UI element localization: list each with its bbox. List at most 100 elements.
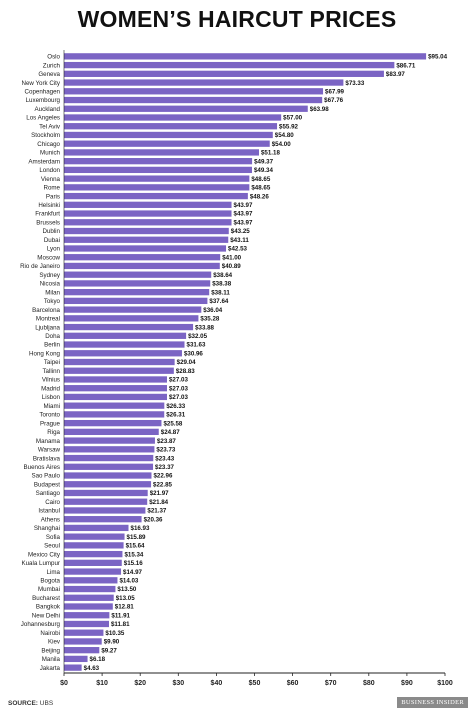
data-label: $13.50 bbox=[117, 586, 136, 593]
bar bbox=[64, 350, 182, 357]
source-label: SOURCE: bbox=[8, 700, 38, 707]
bar bbox=[64, 210, 232, 217]
bar bbox=[64, 481, 152, 488]
bar bbox=[64, 158, 253, 165]
data-label: $14.03 bbox=[119, 578, 138, 585]
data-label: $54.80 bbox=[275, 132, 294, 139]
bar bbox=[64, 446, 155, 453]
category-label: Miami bbox=[44, 403, 61, 410]
data-label: $83.97 bbox=[386, 71, 405, 78]
bar bbox=[64, 236, 229, 243]
category-label: Hong Kong bbox=[29, 350, 61, 357]
bar bbox=[64, 620, 109, 628]
category-label: Johannesburg bbox=[21, 621, 61, 628]
category-label: Tallinn bbox=[42, 368, 60, 375]
bar bbox=[64, 603, 113, 610]
bar bbox=[64, 114, 282, 121]
category-label: Barcelona bbox=[32, 307, 60, 314]
data-label: $36.04 bbox=[203, 307, 222, 314]
bar bbox=[64, 315, 199, 322]
data-label: $43.97 bbox=[234, 219, 253, 226]
bar bbox=[64, 123, 278, 130]
bar bbox=[64, 542, 124, 549]
bar bbox=[64, 498, 148, 505]
category-label: Sao Paulo bbox=[31, 473, 60, 480]
bar bbox=[64, 88, 324, 95]
data-label: $27.03 bbox=[169, 394, 188, 401]
category-label: Tokyo bbox=[44, 298, 61, 305]
category-label: Nicosia bbox=[40, 281, 61, 288]
bar bbox=[64, 280, 211, 287]
data-label: $48.65 bbox=[251, 176, 270, 183]
category-label: Lima bbox=[47, 569, 61, 576]
category-label: Vilnius bbox=[42, 377, 60, 384]
bar bbox=[64, 184, 250, 191]
data-label: $35.28 bbox=[200, 316, 219, 323]
bar bbox=[64, 288, 210, 296]
data-label: $15.34 bbox=[124, 551, 143, 558]
category-label: Seoul bbox=[44, 543, 60, 550]
category-label: Montreal bbox=[36, 316, 60, 323]
data-label: $30.96 bbox=[184, 350, 203, 357]
data-label: $33.88 bbox=[195, 324, 214, 331]
category-label: Shanghai bbox=[34, 525, 60, 532]
bar bbox=[64, 70, 384, 77]
data-label: $31.63 bbox=[187, 342, 206, 349]
data-label: $15.89 bbox=[127, 534, 146, 541]
category-label: Ljubljana bbox=[35, 324, 60, 331]
data-label: $73.33 bbox=[345, 80, 364, 87]
category-label: Lyon bbox=[47, 246, 61, 253]
bar bbox=[64, 262, 220, 270]
bar bbox=[64, 419, 162, 427]
x-tick-label: $80 bbox=[363, 680, 375, 687]
bar bbox=[64, 489, 148, 497]
category-label: Budapest bbox=[34, 481, 60, 488]
data-label: $38.38 bbox=[212, 281, 231, 288]
data-label: $95.04 bbox=[428, 54, 447, 61]
bar bbox=[64, 323, 194, 331]
data-label: $38.11 bbox=[211, 289, 230, 296]
category-label: Helsinki bbox=[38, 202, 60, 209]
bar bbox=[64, 358, 175, 366]
data-label: $11.91 bbox=[111, 612, 130, 619]
bar bbox=[64, 254, 221, 261]
data-label: $43.11 bbox=[230, 237, 249, 244]
data-label: $23.37 bbox=[155, 464, 174, 471]
category-label: Kuala Lumpur bbox=[21, 560, 60, 567]
bar bbox=[64, 612, 110, 619]
data-label: $27.03 bbox=[169, 385, 188, 392]
category-label: Auckland bbox=[35, 106, 61, 113]
category-label: Los Angeles bbox=[26, 115, 60, 122]
data-label: $23.43 bbox=[155, 455, 174, 462]
category-label: Bucharest bbox=[32, 595, 60, 602]
data-label: $40.89 bbox=[222, 263, 241, 270]
data-label: $63.98 bbox=[310, 106, 329, 113]
data-label: $21.97 bbox=[150, 490, 169, 497]
category-label: Amsterdam bbox=[28, 158, 60, 165]
data-label: $15.64 bbox=[126, 543, 145, 550]
x-tick-label: $50 bbox=[249, 680, 261, 687]
category-label: Stockholm bbox=[31, 132, 60, 139]
data-label: $6.18 bbox=[90, 656, 106, 663]
bar bbox=[64, 629, 104, 636]
category-label: Riga bbox=[47, 429, 60, 436]
category-label: Dubai bbox=[44, 237, 60, 244]
bar bbox=[64, 131, 273, 139]
category-label: New Delhi bbox=[32, 612, 60, 619]
bar bbox=[64, 393, 167, 401]
category-label: Athens bbox=[41, 516, 60, 523]
category-label: Luxembourg bbox=[26, 97, 61, 104]
data-label: $24.87 bbox=[161, 429, 180, 436]
category-label: Prague bbox=[40, 420, 61, 427]
bar bbox=[64, 559, 122, 566]
bar bbox=[64, 463, 154, 470]
bar bbox=[64, 306, 202, 313]
category-label: Brussels bbox=[36, 219, 60, 226]
bar bbox=[64, 96, 323, 104]
data-label: $22.96 bbox=[153, 473, 172, 480]
category-label: Zurich bbox=[43, 62, 61, 69]
category-label: Toronto bbox=[39, 412, 60, 419]
data-label: $32.05 bbox=[188, 333, 207, 340]
x-tick-label: $0 bbox=[60, 680, 68, 687]
